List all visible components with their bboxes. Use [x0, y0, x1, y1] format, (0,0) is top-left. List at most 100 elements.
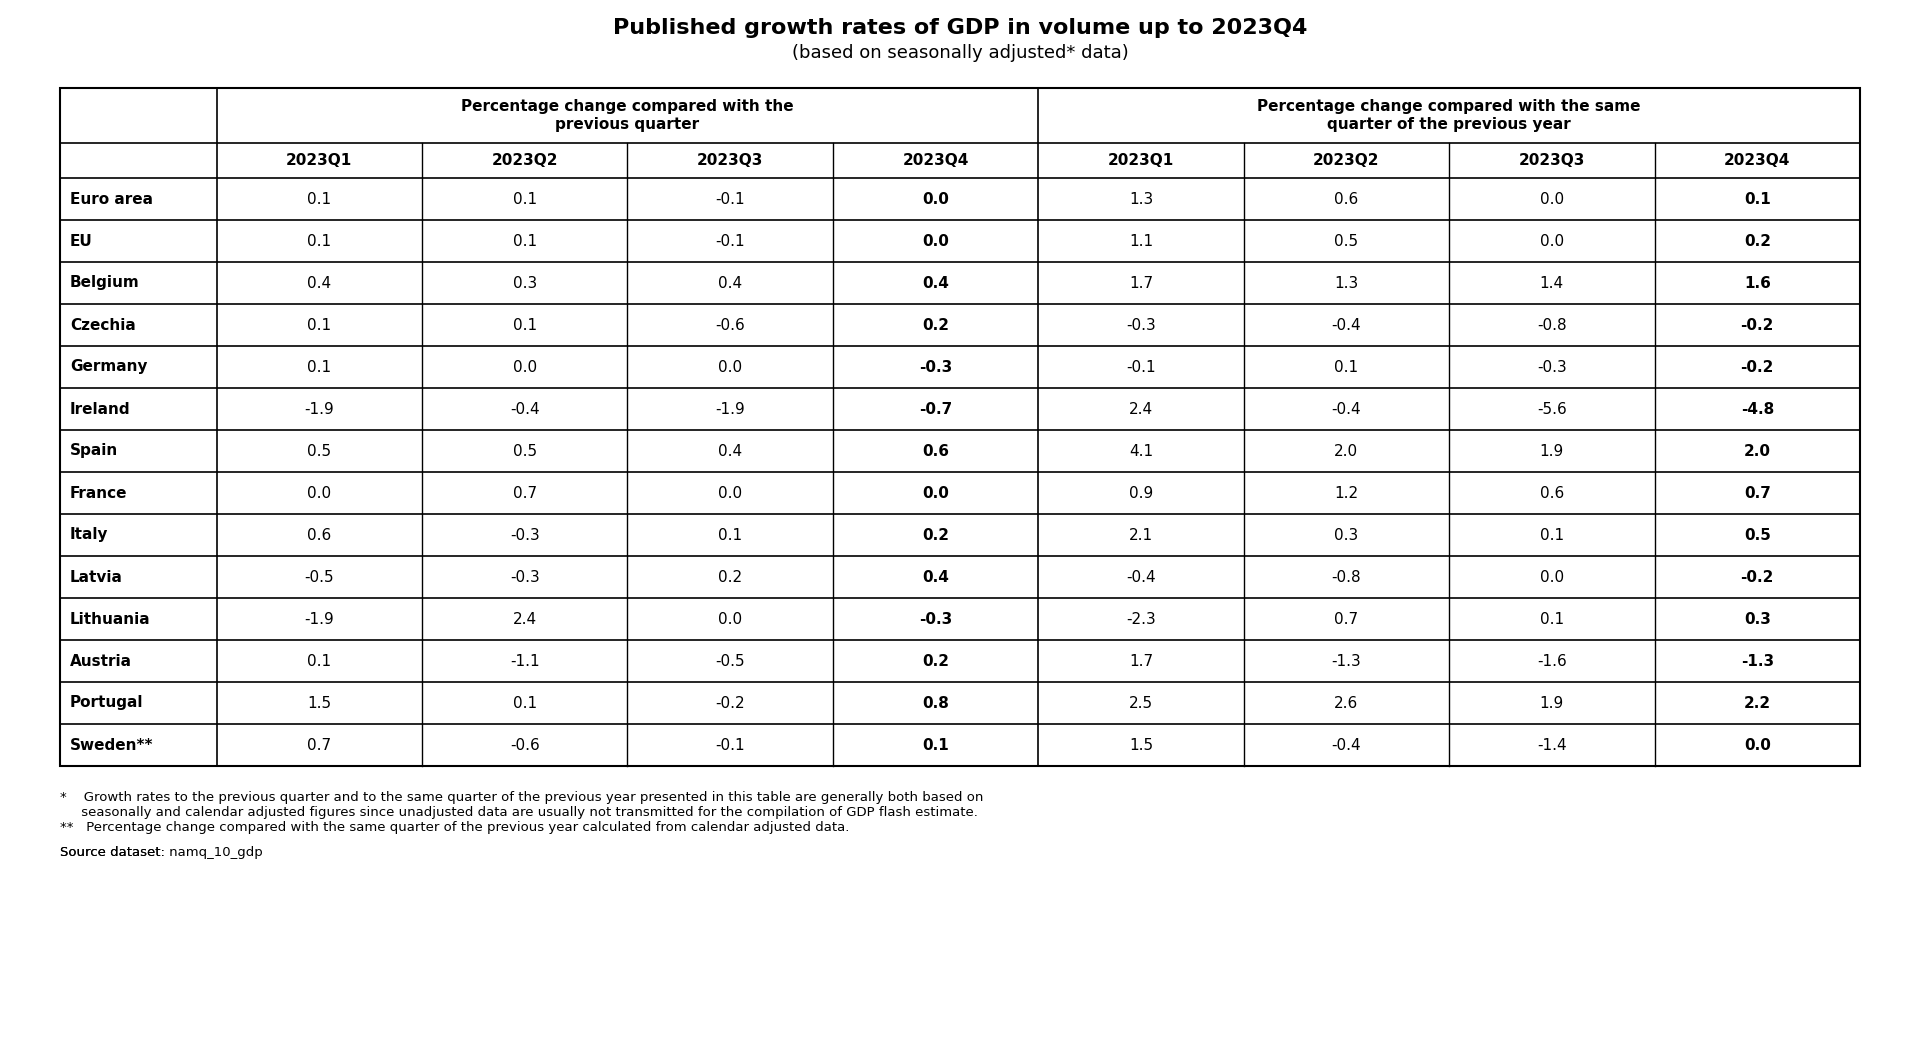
- Text: Spain: Spain: [69, 443, 119, 459]
- Text: -0.3: -0.3: [1127, 318, 1156, 332]
- Text: 1.5: 1.5: [307, 695, 332, 710]
- Text: 0.4: 0.4: [922, 275, 948, 291]
- Text: *    Growth rates to the previous quarter and to the same quarter of the previou: * Growth rates to the previous quarter a…: [60, 791, 983, 819]
- Text: 0.0: 0.0: [922, 191, 948, 207]
- Text: **   Percentage change compared with the same quarter of the previous year calcu: ** Percentage change compared with the s…: [60, 821, 849, 834]
- Text: 2023Q1: 2023Q1: [286, 153, 353, 168]
- Text: -1.1: -1.1: [511, 654, 540, 668]
- Text: 0.0: 0.0: [513, 359, 538, 375]
- Text: 2023Q4: 2023Q4: [902, 153, 970, 168]
- Text: 0.1: 0.1: [307, 654, 332, 668]
- Text: 0.0: 0.0: [718, 359, 743, 375]
- Text: 0.1: 0.1: [513, 191, 538, 207]
- Text: Source dataset:: Source dataset:: [60, 846, 169, 859]
- Text: -2.3: -2.3: [1127, 611, 1156, 627]
- Text: 0.1: 0.1: [307, 191, 332, 207]
- Text: 0.0: 0.0: [1540, 191, 1565, 207]
- Text: 2.5: 2.5: [1129, 695, 1154, 710]
- Text: 0.0: 0.0: [1540, 234, 1565, 248]
- Text: 0.2: 0.2: [718, 570, 743, 584]
- Text: 0.2: 0.2: [922, 654, 948, 668]
- Text: 1.5: 1.5: [1129, 738, 1154, 753]
- Text: 2.2: 2.2: [1743, 695, 1770, 710]
- Text: -0.6: -0.6: [716, 318, 745, 332]
- Text: -0.2: -0.2: [1741, 570, 1774, 584]
- Text: 0.4: 0.4: [922, 570, 948, 584]
- Text: 0.0: 0.0: [922, 486, 948, 500]
- Text: 0.5: 0.5: [307, 443, 332, 459]
- Text: 2023Q3: 2023Q3: [697, 153, 764, 168]
- Text: -0.4: -0.4: [1332, 738, 1361, 753]
- Text: -0.3: -0.3: [1538, 359, 1567, 375]
- Text: -1.9: -1.9: [305, 402, 334, 416]
- Text: 1.9: 1.9: [1540, 443, 1565, 459]
- Text: 0.5: 0.5: [1334, 234, 1359, 248]
- Text: (based on seasonally adjusted* data): (based on seasonally adjusted* data): [791, 44, 1129, 62]
- Text: -0.4: -0.4: [1127, 570, 1156, 584]
- Text: -0.4: -0.4: [1332, 318, 1361, 332]
- Text: 2023Q2: 2023Q2: [1313, 153, 1380, 168]
- Text: -0.8: -0.8: [1332, 570, 1361, 584]
- Text: -0.5: -0.5: [305, 570, 334, 584]
- Text: 0.3: 0.3: [1334, 527, 1359, 543]
- Text: 1.7: 1.7: [1129, 275, 1154, 291]
- Text: 2023Q4: 2023Q4: [1724, 153, 1791, 168]
- Text: -0.3: -0.3: [511, 570, 540, 584]
- Text: 1.9: 1.9: [1540, 695, 1565, 710]
- Text: 0.1: 0.1: [307, 359, 332, 375]
- Text: 4.1: 4.1: [1129, 443, 1154, 459]
- Text: 0.3: 0.3: [1743, 611, 1770, 627]
- Bar: [60, 88, 1860, 766]
- Text: 0.1: 0.1: [513, 695, 538, 710]
- Text: -0.1: -0.1: [1127, 359, 1156, 375]
- Text: 0.4: 0.4: [718, 443, 743, 459]
- Text: 2023Q2: 2023Q2: [492, 153, 559, 168]
- Text: 1.2: 1.2: [1334, 486, 1359, 500]
- Text: 0.1: 0.1: [307, 318, 332, 332]
- Text: Belgium: Belgium: [69, 275, 140, 291]
- Text: 0.1: 0.1: [307, 234, 332, 248]
- Text: -0.4: -0.4: [1332, 402, 1361, 416]
- Text: 0.6: 0.6: [1334, 191, 1359, 207]
- Text: Portugal: Portugal: [69, 695, 144, 710]
- Text: 0.4: 0.4: [307, 275, 332, 291]
- Text: Germany: Germany: [69, 359, 148, 375]
- Text: 1.3: 1.3: [1129, 191, 1154, 207]
- Text: 2.4: 2.4: [1129, 402, 1154, 416]
- Text: 0.0: 0.0: [307, 486, 332, 500]
- Text: 0.2: 0.2: [922, 318, 948, 332]
- Text: Czechia: Czechia: [69, 318, 136, 332]
- Text: -0.2: -0.2: [716, 695, 745, 710]
- Text: 0.7: 0.7: [513, 486, 538, 500]
- Text: -0.2: -0.2: [1741, 359, 1774, 375]
- Text: Euro area: Euro area: [69, 191, 154, 207]
- Text: Percentage change compared with the
previous quarter: Percentage change compared with the prev…: [461, 100, 793, 132]
- Text: -4.8: -4.8: [1741, 402, 1774, 416]
- Text: EU: EU: [69, 234, 92, 248]
- Text: 0.7: 0.7: [1743, 486, 1770, 500]
- Text: -0.5: -0.5: [716, 654, 745, 668]
- Text: -1.3: -1.3: [1741, 654, 1774, 668]
- Text: 2023Q1: 2023Q1: [1108, 153, 1175, 168]
- Text: 0.6: 0.6: [1540, 486, 1565, 500]
- Text: 0.1: 0.1: [718, 527, 743, 543]
- Text: Source dataset: namq_10_gdp: Source dataset: namq_10_gdp: [60, 846, 263, 859]
- Text: Lithuania: Lithuania: [69, 611, 150, 627]
- Text: 2.0: 2.0: [1743, 443, 1770, 459]
- Text: 0.6: 0.6: [307, 527, 332, 543]
- Text: 0.7: 0.7: [307, 738, 332, 753]
- Text: 0.5: 0.5: [513, 443, 538, 459]
- Text: Austria: Austria: [69, 654, 132, 668]
- Text: 0.1: 0.1: [1540, 527, 1565, 543]
- Text: 0.1: 0.1: [1743, 191, 1770, 207]
- Text: Latvia: Latvia: [69, 570, 123, 584]
- Text: -0.4: -0.4: [511, 402, 540, 416]
- Text: 0.0: 0.0: [718, 486, 743, 500]
- Text: 0.6: 0.6: [922, 443, 948, 459]
- Text: 0.8: 0.8: [922, 695, 948, 710]
- Text: 0.7: 0.7: [1334, 611, 1359, 627]
- Text: -0.3: -0.3: [511, 527, 540, 543]
- Text: 0.0: 0.0: [718, 611, 743, 627]
- Text: -0.7: -0.7: [920, 402, 952, 416]
- Text: -0.6: -0.6: [511, 738, 540, 753]
